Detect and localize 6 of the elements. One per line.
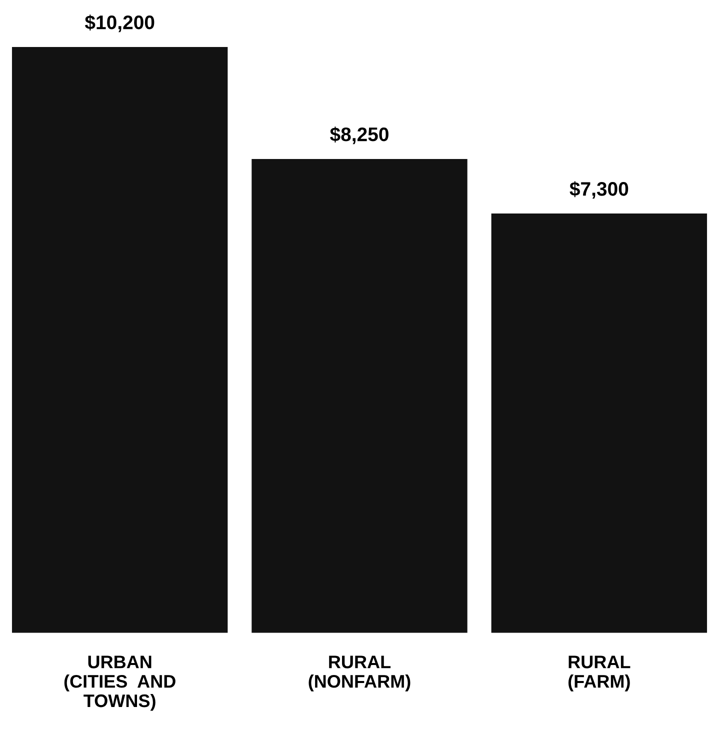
data-label: $10,200 [84, 14, 154, 32]
data-label: $7,300 [570, 181, 628, 199]
x-tick-label: RURAL (NONFARM) [308, 656, 410, 692]
data-label: $8,250 [330, 126, 388, 144]
x-tick-label: RURAL (FARM) [568, 656, 630, 692]
x-tick-label: URBAN (CITIES AND TOWNS) [64, 656, 176, 711]
